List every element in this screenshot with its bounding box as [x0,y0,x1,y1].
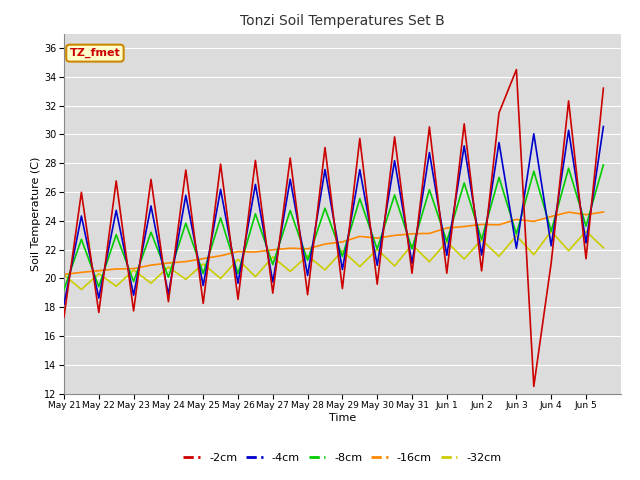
Y-axis label: Soil Temperature (C): Soil Temperature (C) [31,156,41,271]
X-axis label: Time: Time [329,413,356,423]
Legend: -2cm, -4cm, -8cm, -16cm, -32cm: -2cm, -4cm, -8cm, -16cm, -32cm [179,448,506,467]
Title: Tonzi Soil Temperatures Set B: Tonzi Soil Temperatures Set B [240,14,445,28]
Text: TZ_fmet: TZ_fmet [70,48,120,58]
